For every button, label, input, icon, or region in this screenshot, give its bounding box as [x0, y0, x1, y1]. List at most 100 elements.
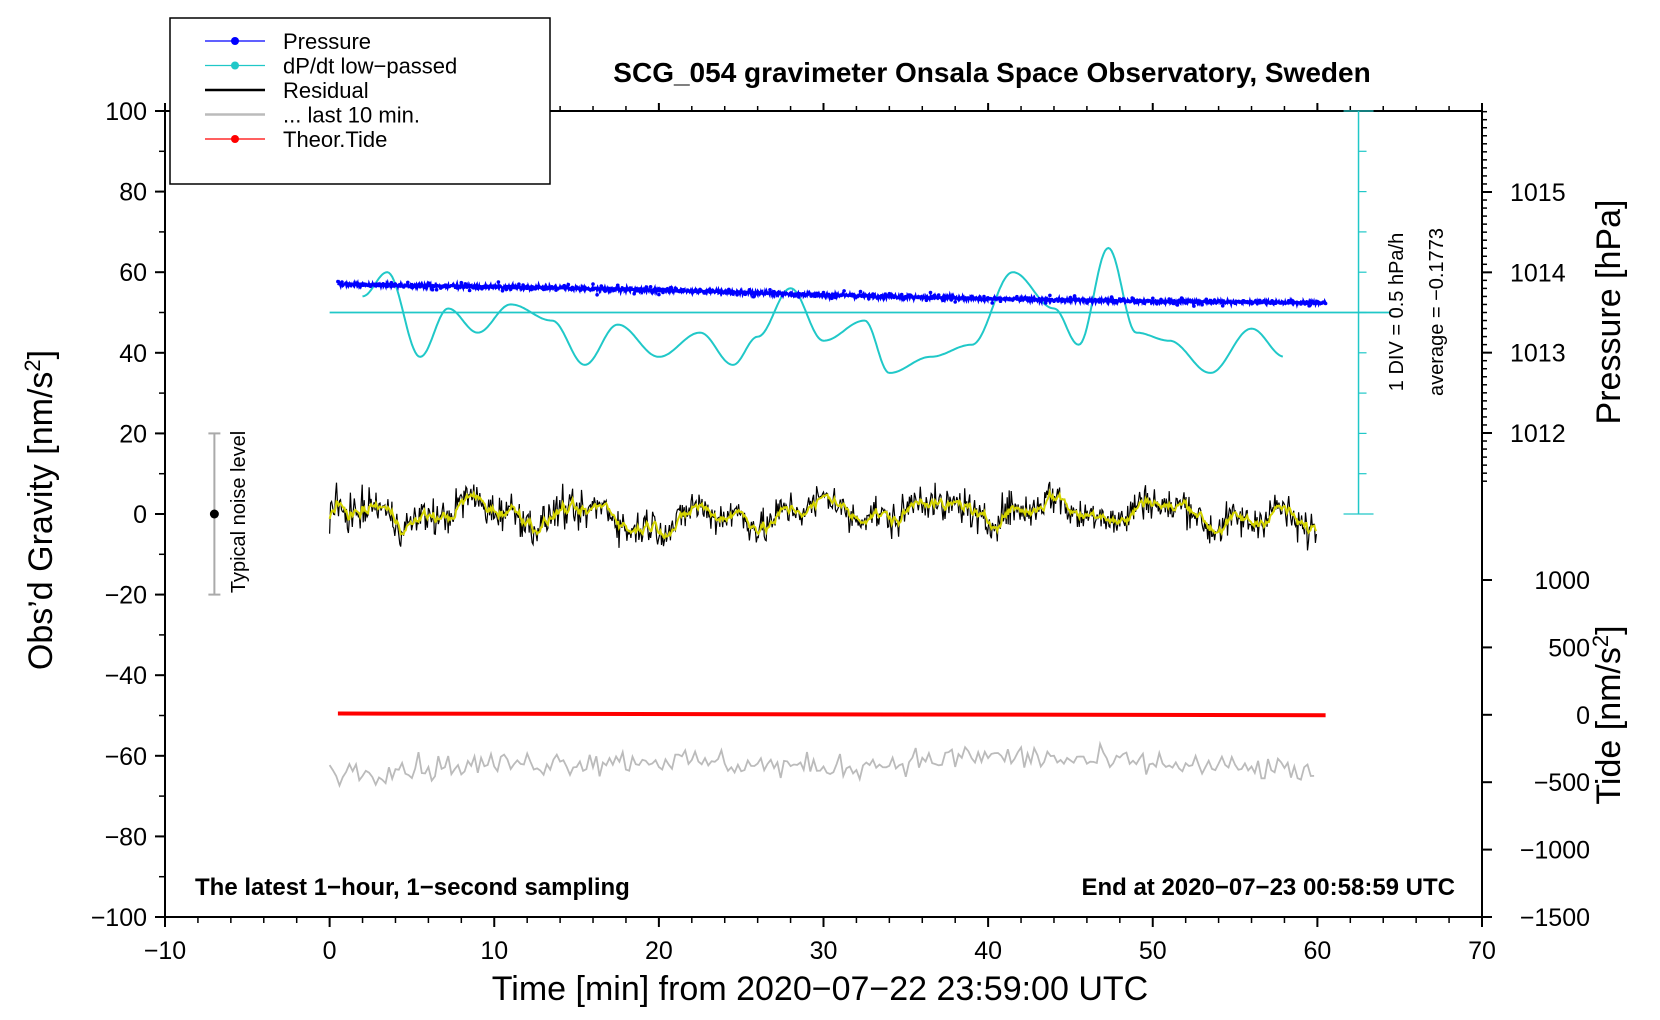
pressure-point: [1183, 301, 1188, 305]
pressure-point: [558, 285, 562, 290]
pressure-point: [871, 292, 875, 296]
pressure-tick-label: 1013: [1510, 340, 1566, 368]
pressure-point: [1266, 299, 1270, 304]
pressure-point: [1134, 300, 1139, 305]
pressure-point: [673, 286, 678, 291]
pressure-point: [908, 293, 912, 297]
pressure-point: [735, 293, 739, 297]
tide-tick-label: 500: [1548, 634, 1590, 662]
pressure-point: [854, 295, 859, 299]
pressure-point: [628, 286, 632, 290]
pressure-point: [657, 292, 661, 297]
pressure-point: [459, 280, 464, 285]
x-tick-label: 20: [645, 937, 673, 965]
pressure-point: [677, 289, 682, 294]
pressure-point: [418, 284, 423, 289]
pressure-point: [1031, 297, 1036, 302]
pressure-point: [665, 287, 669, 291]
pressure-point: [714, 289, 719, 293]
pressure-point: [706, 289, 711, 293]
y-tick-label: −40: [105, 662, 147, 690]
pressure-point: [990, 301, 994, 305]
pressure-point: [755, 291, 760, 296]
pressure-point: [438, 286, 443, 290]
pressure-point: [566, 282, 571, 287]
legend-label: dP/dt low−passed: [283, 54, 457, 79]
pressure-tick-label: 1015: [1510, 179, 1566, 207]
footer-right: End at 2020−07−23 00:58:59 UTC: [1081, 874, 1455, 901]
pressure-point: [533, 287, 538, 291]
pressure-point: [500, 289, 505, 293]
pressure-point: [1068, 295, 1073, 300]
pressure-point: [1171, 301, 1176, 306]
pressure-point: [1245, 299, 1250, 304]
x-axis-ticks: −10 0 10 20 30 40 50 60 70: [144, 103, 1496, 965]
pressure-point: [1076, 297, 1081, 302]
pressure-point: [541, 287, 546, 292]
y-tick-label: 100: [105, 98, 147, 126]
tide-axis-label: Tide [nm/s2]: [1588, 625, 1628, 804]
pressure-point: [817, 294, 822, 298]
pressure-point: [1229, 300, 1233, 305]
y-tick-label: 60: [119, 259, 147, 287]
pressure-point: [570, 285, 575, 290]
pressure-point: [1002, 296, 1007, 301]
noise-level-label: Typical noise level: [228, 431, 250, 593]
pressure-point: [1146, 298, 1151, 303]
pressure-point: [797, 295, 801, 299]
pressure-point: [920, 295, 925, 300]
pressure-point: [381, 282, 385, 286]
pressure-point: [422, 285, 427, 290]
pressure-point: [846, 293, 850, 298]
noise-center-dot: [209, 509, 219, 519]
pressure-point: [1216, 298, 1221, 303]
pressure-point: [397, 283, 402, 287]
pressure-point: [401, 285, 406, 289]
pressure-axis-label: Pressure [hPa]: [1590, 200, 1628, 425]
pressure-point: [895, 295, 900, 300]
pressure-point: [455, 286, 460, 290]
y-tick-label: 0: [133, 501, 147, 529]
legend-box: [169, 17, 551, 185]
pressure-point: [1319, 301, 1324, 305]
pressure-point: [1208, 298, 1213, 303]
series-layer: [328, 246, 1392, 789]
pressure-point: [389, 280, 394, 285]
pressure-point: [410, 285, 414, 290]
legend-label: Theor.Tide: [283, 127, 387, 152]
pressure-point: [669, 285, 673, 290]
pressure-point: [1311, 300, 1316, 304]
pressure-point: [1278, 301, 1283, 305]
pressure-point: [476, 286, 480, 291]
pressure-point: [504, 287, 509, 292]
legend-marker: [231, 61, 239, 70]
pressure-point: [640, 287, 645, 292]
x-tick-label: 70: [1468, 937, 1496, 965]
tide-tick-label: 1000: [1534, 567, 1590, 595]
pressure-point: [879, 295, 883, 299]
pressure-point: [1200, 302, 1204, 307]
pressure-point: [904, 294, 908, 299]
y-tick-label: 80: [119, 179, 147, 207]
pressure-point: [1196, 301, 1200, 305]
pressure-point: [583, 285, 587, 290]
pressure-line: [337, 278, 1327, 309]
pressure-point: [426, 281, 431, 285]
pressure-point: [636, 289, 641, 293]
pressure-point: [1109, 295, 1114, 299]
pressure-point: [1212, 298, 1217, 302]
pressure-point: [1163, 301, 1167, 305]
legend-label: Residual: [283, 78, 369, 103]
pressure-point: [969, 294, 974, 299]
y-tick-label: −80: [105, 823, 147, 851]
pressure-point: [792, 294, 797, 298]
pressure-point: [463, 282, 468, 286]
pressure-point: [356, 282, 361, 287]
pressure-point: [825, 293, 830, 297]
x-tick-label: 40: [974, 937, 1002, 965]
pressure-point: [838, 293, 842, 298]
pressure-point: [747, 288, 752, 292]
pressure-axis-ticks: 1015 1014 1013 1012: [1482, 110, 1566, 482]
pressure-point: [1060, 299, 1064, 304]
